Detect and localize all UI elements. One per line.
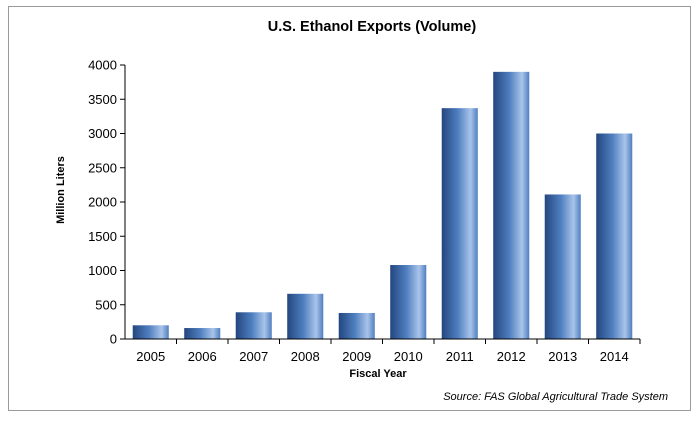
y-tick-label: 3000 bbox=[88, 126, 117, 141]
x-tick-label: 2013 bbox=[548, 349, 577, 364]
bar-2005 bbox=[132, 325, 169, 339]
bar-2014 bbox=[596, 133, 633, 339]
x-tick-label: 2008 bbox=[291, 349, 320, 364]
x-tick-label: 2005 bbox=[136, 349, 165, 364]
x-tick-label: 2011 bbox=[446, 349, 474, 364]
y-tick-label: 500 bbox=[95, 297, 117, 312]
bar-2012 bbox=[493, 71, 530, 339]
y-tick-label: 2000 bbox=[88, 195, 117, 210]
bar-2006 bbox=[184, 328, 221, 339]
source-note: Source: FAS Global Agricultural Trade Sy… bbox=[443, 391, 668, 403]
y-tick-label: 2500 bbox=[88, 160, 117, 175]
x-tick-label: 2010 bbox=[394, 349, 423, 364]
bar-2007 bbox=[235, 312, 272, 339]
y-axis-label: Million Liters bbox=[55, 156, 67, 224]
bar-2010 bbox=[390, 265, 427, 339]
x-tick-label: 2006 bbox=[188, 349, 217, 364]
x-tick-label: 2012 bbox=[497, 349, 526, 364]
x-tick-label: 2014 bbox=[600, 349, 629, 364]
bar-2009 bbox=[338, 312, 375, 339]
y-tick-label: 1500 bbox=[88, 229, 117, 244]
y-tick-label: 4000 bbox=[88, 58, 117, 73]
x-tick-label: 2009 bbox=[342, 349, 371, 364]
x-axis-label: Fiscal Year bbox=[349, 368, 407, 380]
bar-2013 bbox=[544, 194, 581, 339]
bar-2011 bbox=[441, 108, 478, 339]
y-tick-label: 3500 bbox=[88, 92, 117, 107]
x-tick-label: 2007 bbox=[239, 349, 268, 364]
bars-group bbox=[132, 71, 633, 339]
chart-title: U.S. Ethanol Exports (Volume) bbox=[268, 19, 477, 35]
y-tick-label: 0 bbox=[110, 332, 117, 347]
x-axis-ticks: 2005 2006 2007 2008 2009 2010 2011 2012 2013 2014 bbox=[136, 339, 641, 364]
y-tick-label: 1000 bbox=[88, 263, 117, 278]
y-axis-ticks: 0 500 1000 1500 2000 2500 3000 3500 4000 bbox=[88, 58, 125, 347]
bar-2008 bbox=[287, 293, 324, 339]
